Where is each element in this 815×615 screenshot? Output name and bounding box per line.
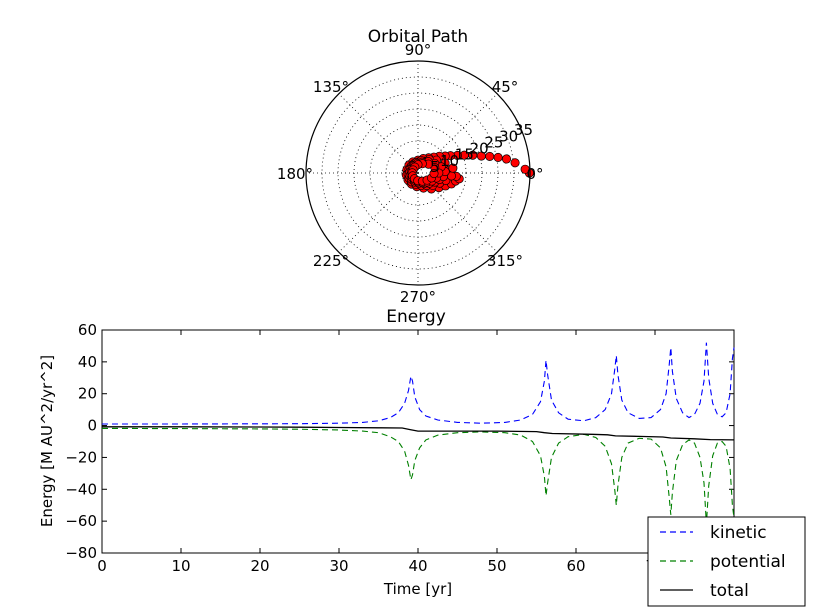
radial-tick-label: 25 [484, 133, 503, 151]
energy-axes-frame [101, 329, 735, 554]
legend-label-potential: potential [710, 552, 786, 572]
x-tick-label: 60 [566, 557, 585, 575]
x-tick-label: 30 [329, 557, 348, 575]
y-tick-label: 20 [78, 385, 97, 403]
y-tick-label: −60 [65, 512, 97, 530]
y-tick-label: −20 [65, 448, 97, 466]
x-tick-label: 50 [487, 557, 506, 575]
energy-plot: Energy 010203040506070−80−60−40−20020406… [38, 307, 735, 598]
orbit-point [493, 152, 503, 162]
series-line-total [102, 426, 735, 441]
energy-lines [101, 342, 735, 525]
orbit-point [448, 163, 458, 173]
y-tick-label: 40 [78, 353, 97, 371]
angle-tick-label: 315° [487, 252, 523, 270]
legend-items: kinetic potential total [660, 523, 786, 601]
polar-title: Orbital Path [368, 27, 468, 47]
legend: kinetic potential total [647, 516, 806, 607]
energy-title: Energy [386, 307, 446, 327]
y-tick-label: −40 [65, 480, 97, 498]
orbit-point [501, 154, 512, 164]
angle-tick-label: 225° [313, 252, 349, 270]
radial-tick-label: 5 [430, 158, 440, 176]
angle-tick-label: 270° [400, 288, 436, 306]
radial-tick-label: 10 [440, 152, 459, 170]
orbit-point [510, 158, 520, 168]
polar-grid-spoke [338, 93, 419, 174]
polar-frame [305, 60, 531, 286]
legend-label-total: total [710, 581, 749, 601]
y-tick-label: 60 [78, 321, 97, 339]
orbit-point [429, 169, 439, 179]
polar-plot: Orbital Path 0° 45° 90° 135° 180° 225° 270° 315… [277, 27, 544, 306]
legend-label-kinetic: kinetic [710, 523, 767, 543]
angle-tick-label: 45° [492, 78, 519, 96]
angle-tick-label: 180° [277, 165, 313, 183]
radial-tick-label: 35 [514, 121, 533, 139]
x-axis-label: Time [yr] [383, 580, 452, 598]
angle-tick-label: 135° [313, 78, 349, 96]
y-tick-label: 0 [87, 417, 97, 435]
radial-tick-label: 15 [455, 146, 474, 164]
series-line-kinetic [102, 342, 735, 425]
radial-tick-label: 30 [499, 127, 518, 145]
orbit-point [520, 164, 530, 174]
radial-tick-label: 20 [470, 140, 489, 158]
polar-grid-spoke [338, 172, 419, 253]
y-axis-label: Energy [M AU^2/yr^2] [38, 355, 56, 527]
series-line-potential [101, 427, 735, 525]
x-tick-label: 40 [408, 557, 427, 575]
angle-tick-label: 0° [526, 165, 543, 183]
y-tick-label: −80 [65, 544, 97, 562]
polar-labels: 0° 45° 90° 135° 180° 225° 270° 315° 5 10152025303… [277, 41, 544, 306]
angle-tick-label: 90° [405, 41, 432, 59]
polar-points [401, 150, 534, 194]
x-tick-label: 0 [97, 557, 107, 575]
x-tick-label: 20 [250, 557, 269, 575]
x-tick-label: 10 [171, 557, 190, 575]
